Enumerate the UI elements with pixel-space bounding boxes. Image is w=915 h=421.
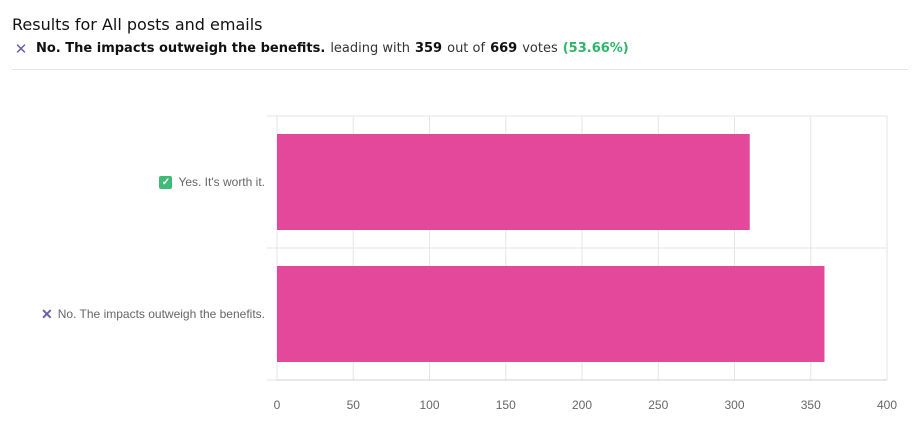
leading-text: leading with bbox=[330, 41, 410, 56]
leading-percent: (53.66%) bbox=[562, 41, 629, 56]
x-tick-label: 150 bbox=[496, 398, 516, 412]
x-mark-icon: ✕ bbox=[41, 306, 53, 322]
category-label-text: Yes. It's worth it. bbox=[178, 175, 265, 189]
category-label-text: No. The impacts outweigh the benefits. bbox=[57, 307, 265, 321]
total-votes: 669 bbox=[490, 41, 518, 56]
leading-summary: ✕ No. The impacts outweigh the benefits.… bbox=[12, 40, 908, 58]
results-header: Results for All posts and emails ✕ No. T… bbox=[12, 14, 908, 58]
votes-text: votes bbox=[522, 41, 558, 56]
bar-yes bbox=[277, 134, 750, 230]
x-tick-label: 0 bbox=[274, 398, 281, 412]
x-tick-label: 350 bbox=[801, 398, 821, 412]
leading-option: No. The impacts outweigh the benefits. bbox=[36, 41, 326, 56]
x-mark-icon: ✕ bbox=[14, 40, 28, 58]
x-tick-label: 200 bbox=[572, 398, 592, 412]
category-label: ✕ No. The impacts outweigh the benefits. bbox=[41, 306, 265, 322]
check-box-icon: ✓ bbox=[159, 175, 173, 189]
x-tick-label: 100 bbox=[419, 398, 439, 412]
bar-no bbox=[277, 266, 825, 362]
category-label: ✓ Yes. It's worth it. bbox=[159, 174, 265, 190]
x-tick-label: 300 bbox=[724, 398, 744, 412]
leading-votes: 359 bbox=[414, 41, 443, 56]
x-tick-label: 400 bbox=[877, 398, 897, 412]
out-of-text: out of bbox=[447, 41, 486, 56]
x-tick-label: 50 bbox=[347, 398, 361, 412]
page-title: Results for All posts and emails bbox=[12, 15, 263, 34]
x-tick-label: 250 bbox=[648, 398, 668, 412]
header-divider bbox=[12, 69, 908, 70]
